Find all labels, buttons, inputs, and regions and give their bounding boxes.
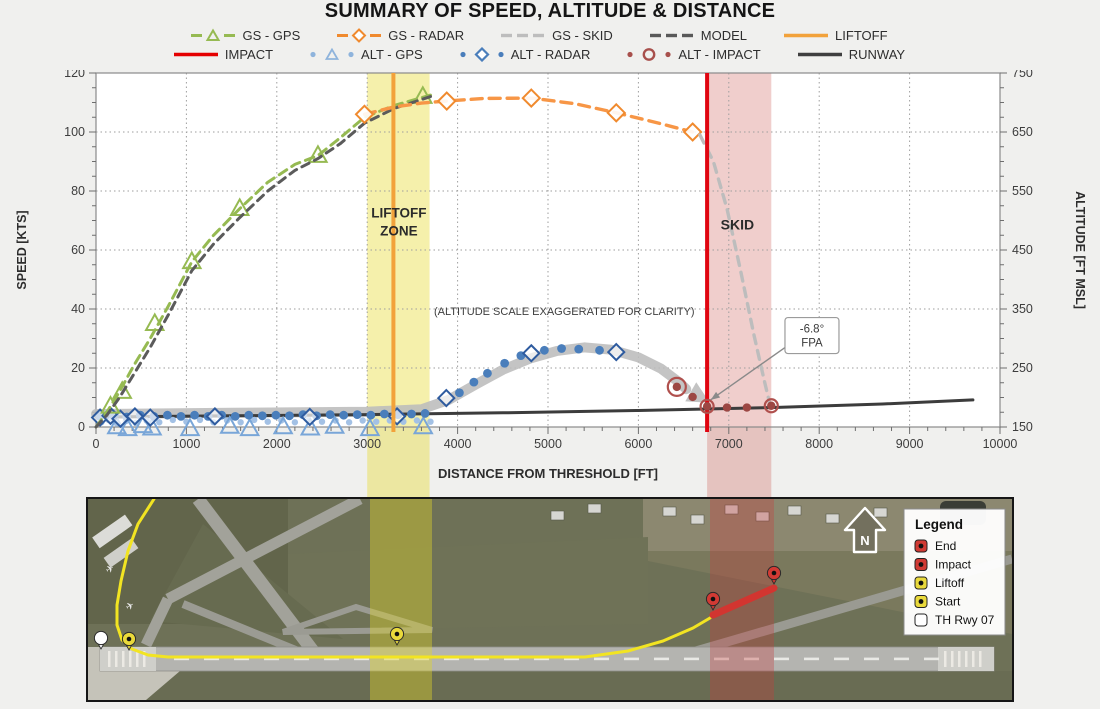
legend-item-gs-skid: GS - SKID xyxy=(500,28,613,43)
svg-text:9000: 9000 xyxy=(896,437,924,451)
svg-text:650: 650 xyxy=(1012,125,1033,139)
map-legend-item-label: Liftoff xyxy=(935,576,965,590)
y-left-title: SPEED [KTS] xyxy=(15,210,29,289)
skid-track-path xyxy=(709,584,778,619)
legend-label-impact: IMPACT xyxy=(224,47,274,62)
svg-text:450: 450 xyxy=(1012,243,1033,257)
legend-label-gs-radar: GS - RADAR xyxy=(388,28,465,43)
north-arrow: N xyxy=(843,506,887,554)
legend-label-runway: RUNWAY xyxy=(848,47,906,62)
skid-label: SKID xyxy=(721,216,754,232)
legend-item-liftoff: LIFTOFF xyxy=(783,28,888,43)
svg-text:2000: 2000 xyxy=(263,437,291,451)
series-model-gs xyxy=(94,95,432,429)
north-label: N xyxy=(860,533,869,548)
svg-text:10000: 10000 xyxy=(983,437,1018,451)
legend-label-gs-skid: GS - SKID xyxy=(552,28,613,43)
legend-swatch-gs-gps xyxy=(191,28,236,41)
legend-label-alt-gps: ALT - GPS xyxy=(361,47,423,62)
x-axis-title: DISTANCE FROM THRESHOLD [FT] xyxy=(438,466,658,481)
svg-text:40: 40 xyxy=(71,302,85,316)
legend-item-gs-radar: GS - RADAR xyxy=(336,28,464,43)
series-alt-impact xyxy=(666,376,779,414)
svg-text:8000: 8000 xyxy=(805,437,833,451)
svg-text:60: 60 xyxy=(71,243,85,257)
legend-label-alt-radar: ALT - RADAR xyxy=(510,47,591,62)
svg-text:120: 120 xyxy=(64,70,85,80)
map-legend-item-label: Start xyxy=(935,595,961,609)
legend-swatch-alt-gps xyxy=(310,47,354,60)
svg-text:3000: 3000 xyxy=(353,437,381,451)
svg-text:4000: 4000 xyxy=(444,437,472,451)
map-pin-th-rwy-07 xyxy=(93,630,109,650)
series-gs-skid xyxy=(698,133,773,409)
series-runway xyxy=(94,398,975,419)
legend-row-1: GS - GPS GS - RADAR GS - SKID MODEL LIFTOFF xyxy=(10,28,1068,43)
svg-text:5000: 5000 xyxy=(534,437,562,451)
svg-text:0: 0 xyxy=(78,420,85,434)
map-pin-end xyxy=(766,565,782,585)
series-gs-radar xyxy=(362,96,695,134)
legend-swatch-gs-skid xyxy=(501,33,545,38)
legend-item-gs-gps: GS - GPS xyxy=(190,28,300,43)
fpa-callout-text: -6.8° FPA xyxy=(800,324,824,350)
liftoff-zone-label: LIFTOFF ZONE xyxy=(371,206,426,239)
gridlines xyxy=(96,73,1000,427)
legend-swatch-alt-radar xyxy=(460,47,504,62)
page-title: SUMMARY OF SPEED, ALTITUDE & DISTANCE xyxy=(324,0,776,22)
svg-text:250: 250 xyxy=(1012,361,1033,375)
map-pin-impact xyxy=(705,591,721,611)
legend-row-2: IMPACT ALT - GPS ALT - RADAR ALT - IMPACT RU… xyxy=(10,47,1068,62)
legend-label-model: MODEL xyxy=(700,28,748,43)
legend-label-gs-gps: GS - GPS xyxy=(242,28,301,43)
axis-tick-labels: 0 1000 2000 3000 4000 5000 6000 7000 8000 9000 100… xyxy=(64,70,1033,451)
svg-text:80: 80 xyxy=(71,184,85,198)
chart-legend: GS - GPS GS - RADAR GS - SKID MODEL LIFTOFF I… xyxy=(10,28,1068,62)
altitude-scale-note: (ALTITUDE SCALE EXAGGERATED FOR CLARITY) xyxy=(434,306,695,318)
legend-swatch-model xyxy=(649,33,693,38)
legend-item-runway: RUNWAY xyxy=(797,47,905,62)
legend-swatch-alt-impact xyxy=(627,48,672,61)
svg-text:350: 350 xyxy=(1012,302,1033,316)
legend-swatch-gs-radar xyxy=(337,28,382,43)
map-legend-item-label: End xyxy=(935,539,956,553)
svg-text:6000: 6000 xyxy=(624,437,652,451)
svg-text:7000: 7000 xyxy=(715,437,743,451)
svg-text:550: 550 xyxy=(1012,184,1033,198)
svg-text:150: 150 xyxy=(1012,420,1033,434)
map-legend-title: Legend xyxy=(915,517,963,532)
map-legend: Legend End Impact Liftoff Start TH Rwy 07 xyxy=(903,508,1006,636)
map-liftoff-band xyxy=(370,499,432,700)
svg-text:100: 100 xyxy=(64,125,85,139)
map-pin-start xyxy=(121,631,137,651)
axis-ticks xyxy=(89,72,1007,434)
legend-label-alt-impact: ALT - IMPACT xyxy=(678,47,761,62)
map-legend-item-label: Impact xyxy=(935,558,972,572)
legend-swatch-liftoff xyxy=(784,33,829,38)
legend-label-liftoff: LIFTOFF xyxy=(835,28,888,43)
legend-item-impact: IMPACT xyxy=(173,47,273,62)
map-pin-liftoff xyxy=(389,626,405,646)
speed-altitude-chart: 0 1000 2000 3000 4000 5000 6000 7000 8000 9000 100… xyxy=(15,70,1087,497)
map-legend-item-label: TH Rwy 07 xyxy=(935,613,995,627)
fpa-callout-box xyxy=(784,316,840,355)
flight-track-path xyxy=(115,497,712,659)
skid-zone-band xyxy=(707,73,772,497)
legend-item-alt-impact: ALT - IMPACT xyxy=(626,47,761,62)
legend-item-model: MODEL xyxy=(649,28,747,43)
series-gs-gps xyxy=(94,93,432,429)
y-right-title: ALTITUDE [FT MSL] xyxy=(1073,191,1087,309)
svg-text:750: 750 xyxy=(1012,70,1033,80)
airport-map-frame: ✈ ✈ N Legend End Impact Liftoff Start TH Rwy 07 xyxy=(86,494,1014,702)
legend-swatch-runway xyxy=(797,52,842,57)
svg-text:0: 0 xyxy=(93,437,100,451)
svg-text:20: 20 xyxy=(71,361,85,375)
legend-item-alt-gps: ALT - GPS xyxy=(309,47,423,62)
legend-swatch-impact xyxy=(173,52,218,57)
svg-text:1000: 1000 xyxy=(172,437,200,451)
legend-item-alt-radar: ALT - RADAR xyxy=(459,47,591,62)
